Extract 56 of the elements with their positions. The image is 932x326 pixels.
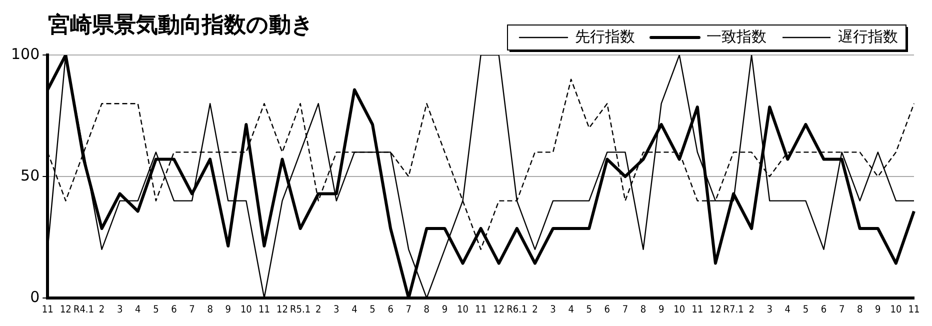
x-tick-label: 12 [60, 304, 72, 316]
x-tick-label: 12 [493, 304, 505, 316]
x-tick-label: 5 [586, 304, 592, 316]
x-tick-label: 5 [370, 304, 376, 316]
x-tick-label: 11 [42, 304, 54, 316]
x-tick-label: 8 [856, 304, 863, 316]
x-tick-label: 7 [622, 304, 628, 316]
x-tick-label: 3 [334, 304, 340, 316]
x-tick-label: 6 [604, 304, 610, 316]
x-tick-label: 9 [225, 304, 232, 316]
x-tick-label: 9 [658, 304, 664, 316]
x-tick-label: 9 [875, 304, 882, 316]
x-tick-label: R7.1 [723, 304, 744, 316]
x-tick-label: 3 [766, 304, 772, 316]
y-tick-label: 50 [20, 166, 40, 184]
x-tick-label: 9 [442, 304, 448, 316]
x-tick-label: 11 [692, 304, 704, 316]
y-tick-label: 100 [10, 44, 40, 63]
x-tick-label: 6 [388, 304, 394, 316]
x-tick-label: 2 [532, 304, 538, 316]
x-tick-label: 4 [135, 304, 142, 316]
x-tick-label: 12 [710, 304, 722, 316]
x-tick-label: 5 [802, 304, 809, 316]
y-tick-label: 0 [30, 288, 40, 306]
x-tick-label: 10 [457, 304, 469, 316]
x-tick-label: 7 [406, 304, 412, 316]
x-tick-label: 4 [352, 304, 358, 316]
x-tick-label: R5.1 [290, 304, 311, 316]
x-tick-label: 10 [674, 304, 686, 316]
chart-title: 宮崎県景気動向指数の動き [48, 12, 314, 40]
x-tick-label: 4 [568, 304, 574, 316]
x-tick-label: 8 [424, 304, 430, 316]
x-tick-label: 6 [171, 304, 178, 316]
x-tick-label: R4.1 [73, 304, 94, 316]
x-tick-label: 2 [748, 304, 754, 316]
x-tick-label: R6.1 [506, 304, 528, 316]
x-tick-label: 7 [189, 304, 195, 316]
legend-label: 遅行指数 [838, 27, 898, 46]
x-tick-label: 6 [820, 304, 827, 316]
x-tick-label: 7 [838, 304, 845, 316]
x-tick-label: 8 [207, 304, 214, 316]
x-tick-label: 11 [258, 304, 270, 316]
x-tick-label: 2 [98, 304, 105, 316]
x-tick-label: 10 [890, 304, 902, 316]
legend-label: 先行指数 [575, 27, 635, 46]
x-tick-label: 5 [153, 304, 159, 316]
x-tick-label: 3 [116, 304, 123, 316]
x-tick-label: 2 [316, 304, 322, 316]
x-tick-label: 4 [784, 304, 791, 316]
x-tick-label: 12 [276, 304, 288, 316]
x-tick-label: 10 [240, 304, 252, 316]
x-tick-label: 11 [908, 304, 920, 316]
legend-label: 一致指数 [706, 27, 766, 46]
x-tick-label: 11 [475, 304, 487, 316]
x-tick-label: 3 [550, 304, 556, 316]
x-tick-label: 8 [640, 304, 646, 316]
